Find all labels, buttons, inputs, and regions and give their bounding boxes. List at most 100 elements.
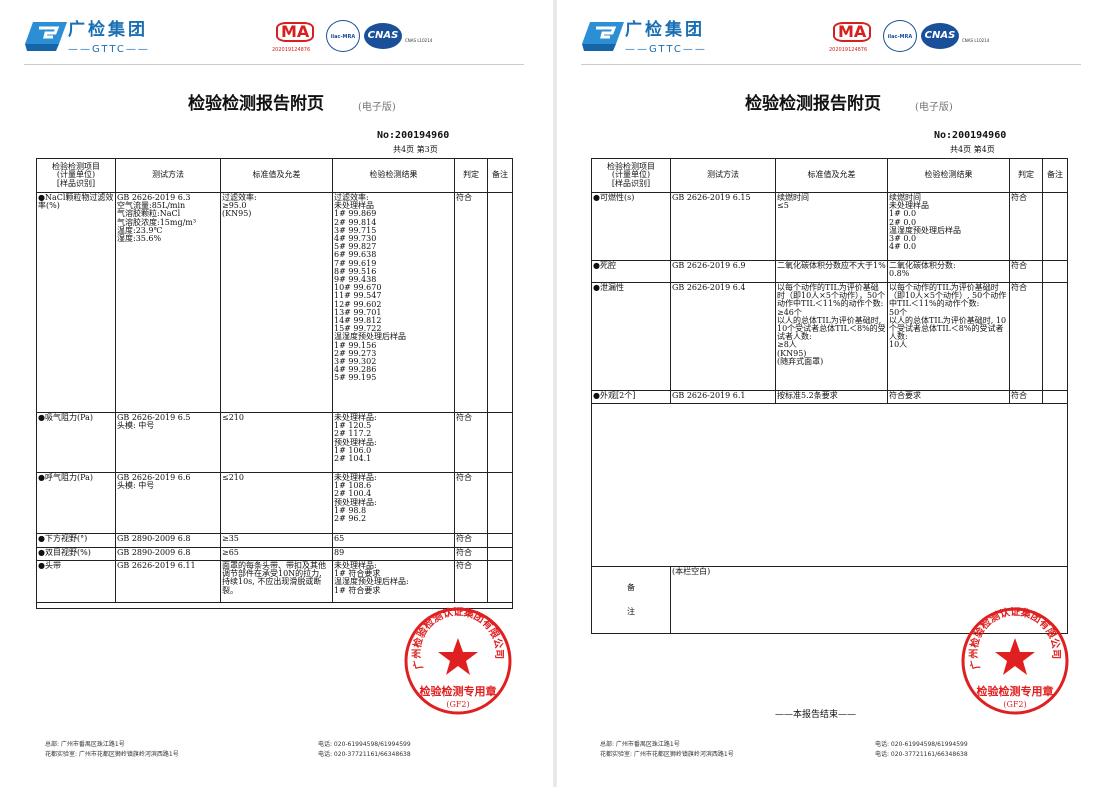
cell-result: 未处理样品: 1# 符合要求 温湿度预处理后样品: 1# 符合要求	[332, 560, 455, 603]
cell-item: ●泄漏性	[591, 282, 671, 391]
cell-verdict: 符合	[1009, 282, 1043, 391]
cell-remark	[487, 472, 513, 534]
column-header-standard: 标准值及允差	[775, 158, 888, 193]
ilac-logo-icon: ilac-MRA	[883, 20, 917, 52]
cell-remark	[1042, 390, 1068, 404]
brand-name: 广检集团	[68, 20, 148, 40]
blank-row	[36, 602, 513, 609]
cell-verdict: 符合	[454, 547, 488, 561]
cell-remark	[487, 547, 513, 561]
page-info: 共4页 第4页	[950, 145, 995, 154]
column-header-item: 检验检测项目 (计量单位) [样品识别]	[591, 158, 671, 193]
cell-verdict: 符合	[1009, 192, 1043, 261]
footer-addresses: 总部: 广州市番禺区珠江路1号 花都实验室: 广州市花都区狮岭镇旗岭河滨西路1号	[600, 740, 734, 760]
lab-phone: 电话: 020-37721161/66348638	[318, 751, 411, 758]
cell-standard: ≤210	[220, 412, 333, 473]
report-number: No:200194960	[934, 130, 1007, 141]
brand-en: GTTC	[649, 44, 683, 55]
remarks-label: 备 注	[591, 566, 671, 634]
cell-remark	[487, 533, 513, 548]
lab-phone: 电话: 020-37721161/66348638	[875, 751, 968, 758]
cell-item: ●死腔	[591, 260, 671, 283]
cell-method: GB 2890-2009 6.8	[115, 547, 221, 561]
page-title: 检验检测报告附页	[188, 94, 324, 114]
cnas-logo-icon: CNAS	[921, 23, 959, 49]
ma-logo-icon: MA	[833, 22, 872, 42]
cell-verdict: 符合	[454, 560, 488, 603]
cell-item: ●下方视野(°)	[36, 533, 116, 548]
report-end-text: ——本报告结束——	[775, 710, 857, 720]
table-header-row: 检验检测项目 (计量单位) [样品识别] 测试方法 标准值及允差 检验检测结果 判定 备注	[591, 158, 1068, 193]
cell-remark	[1042, 192, 1068, 261]
remarks-row: 备 注 (本栏空白)	[591, 566, 1068, 634]
report-page-4: 广检集团 ——GTTC—— MA 202019124876 ilac-MRA C…	[557, 0, 1110, 787]
cell-result: 续燃时间 未处理样品 1# 0.0 2# 0.0 温湿度预处理后样品 3# 0.…	[887, 192, 1010, 261]
cell-verdict: 符合	[1009, 260, 1043, 283]
ma-number: 202019124876	[829, 47, 868, 53]
cell-standard: ≤210	[220, 472, 333, 534]
table-row: ●下方视野(°) GB 2890-2009 6.8 ≥35 65 符合	[36, 533, 513, 548]
column-header-method: 测试方法	[670, 158, 776, 193]
cell-remark	[487, 412, 513, 473]
brand-abbr: ——GTTC——	[68, 44, 150, 55]
hq-phone: 电话: 020-61994598/61994599	[318, 741, 411, 748]
stamp-purpose-text: 检验检测专用章	[977, 684, 1054, 698]
cell-result: 二氧化碳体积分数: 0.8%	[887, 260, 1010, 283]
cell-method: GB 2890-2009 6.8	[115, 533, 221, 548]
report-number: No:200194960	[377, 130, 450, 141]
cell-standard: 按标准5.2条要求	[775, 390, 888, 404]
column-header-remark: 备注	[487, 158, 513, 193]
results-table: 检验检测项目 (计量单位) [样品识别] 测试方法 标准值及允差 检验检测结果 判定 备注…	[591, 158, 1068, 634]
table-row: ●头带 GB 2626-2019 6.11 面罩的每条头带、带扣及其他调节部件在承受…	[36, 560, 513, 603]
table-row: ●死腔 GB 2626-2019 6.9 二氧化碳体积分数应不大于1% 二氧化碳体积分…	[591, 260, 1068, 283]
cell-standard: 二氧化碳体积分数应不大于1%	[775, 260, 888, 283]
remarks-text: (本栏空白)	[670, 566, 1068, 634]
cell-remark	[487, 560, 513, 603]
cell-standard: ≥65	[220, 547, 333, 561]
cell-remark	[1042, 260, 1068, 283]
cell-item: ●可燃性(s)	[591, 192, 671, 261]
cell-item: ●头带	[36, 560, 116, 603]
stamp-code-text: (GF2)	[446, 700, 469, 709]
cell-verdict: 符合	[454, 192, 488, 413]
cell-result: 符合要求	[887, 390, 1010, 404]
cell-method: GB 2626-2019 6.15	[670, 192, 776, 261]
cell-verdict: 符合	[454, 412, 488, 473]
cell-method: GB 2626-2019 6.3 空气流量:85L/min 气溶胶颗粒:NaCl…	[115, 192, 221, 413]
hq-address: 总部: 广州市番禺区珠江路1号	[600, 741, 680, 748]
page-title: 检验检测报告附页	[745, 94, 881, 114]
cell-standard: 以每个动作的TIL为评价基础时（即10人×5个动作），50个动作中TIL＜11%…	[775, 282, 888, 391]
table-row: ●NaCl颗粒物过滤效率(%) GB 2626-2019 6.3 空气流量:85L…	[36, 192, 513, 413]
cell-standard: 过滤效率: ≥95.0 (KN95)	[220, 192, 333, 413]
hq-address: 总部: 广州市番禺区珠江路1号	[45, 741, 125, 748]
gttc-logo-icon	[25, 20, 67, 52]
star-icon	[438, 638, 478, 675]
header-divider	[24, 64, 524, 65]
cell-item: ●NaCl颗粒物过滤效率(%)	[36, 192, 116, 413]
brand-name: 广检集团	[625, 20, 705, 40]
cell-result: 65	[332, 533, 455, 548]
column-header-item: 检验检测项目 (计量单位) [样品识别]	[36, 158, 116, 193]
cell-result: 过滤效率: 未处理样品 1# 99.869 2# 99.814 3# 99.71…	[332, 192, 455, 413]
blank-cell	[591, 403, 1068, 567]
cell-result: 未处理样品: 1# 108.6 2# 100.4 预处理样品: 1# 98.8 …	[332, 472, 455, 534]
cell-standard: 续燃时间 ≤5	[775, 192, 888, 261]
star-icon	[995, 638, 1035, 675]
cell-method: GB 2626-2019 6.11	[115, 560, 221, 603]
brand-abbr: ——GTTC——	[625, 44, 707, 55]
cell-result: 89	[332, 547, 455, 561]
report-page-3: 广检集团 ——GTTC—— MA 202019124876 ilac-MRA C…	[0, 0, 553, 787]
stamp-purpose-text: 检验检测专用章	[420, 684, 497, 698]
cell-method: GB 2626-2019 6.9	[670, 260, 776, 283]
cell-item: ●双目视野(%)	[36, 547, 116, 561]
cnas-number: CNAS L10214	[405, 38, 433, 43]
column-header-result: 检验检测结果	[887, 158, 1010, 193]
cell-verdict: 符合	[1009, 390, 1043, 404]
official-stamp: 广州检验检测认证集团有限公司 检验检测专用章 (GF2)	[404, 606, 512, 715]
table-row: ●可燃性(s) GB 2626-2019 6.15 续燃时间 ≤5 续燃时间 未处理样…	[591, 192, 1068, 261]
footer-phones: 电话: 020-61994598/61994599 电话: 020-377211…	[875, 740, 968, 760]
cell-verdict: 符合	[454, 472, 488, 534]
footer-phones: 电话: 020-61994598/61994599 电话: 020-377211…	[318, 740, 411, 760]
ilac-logo-icon: ilac-MRA	[326, 20, 360, 52]
blank-cell	[36, 602, 513, 609]
